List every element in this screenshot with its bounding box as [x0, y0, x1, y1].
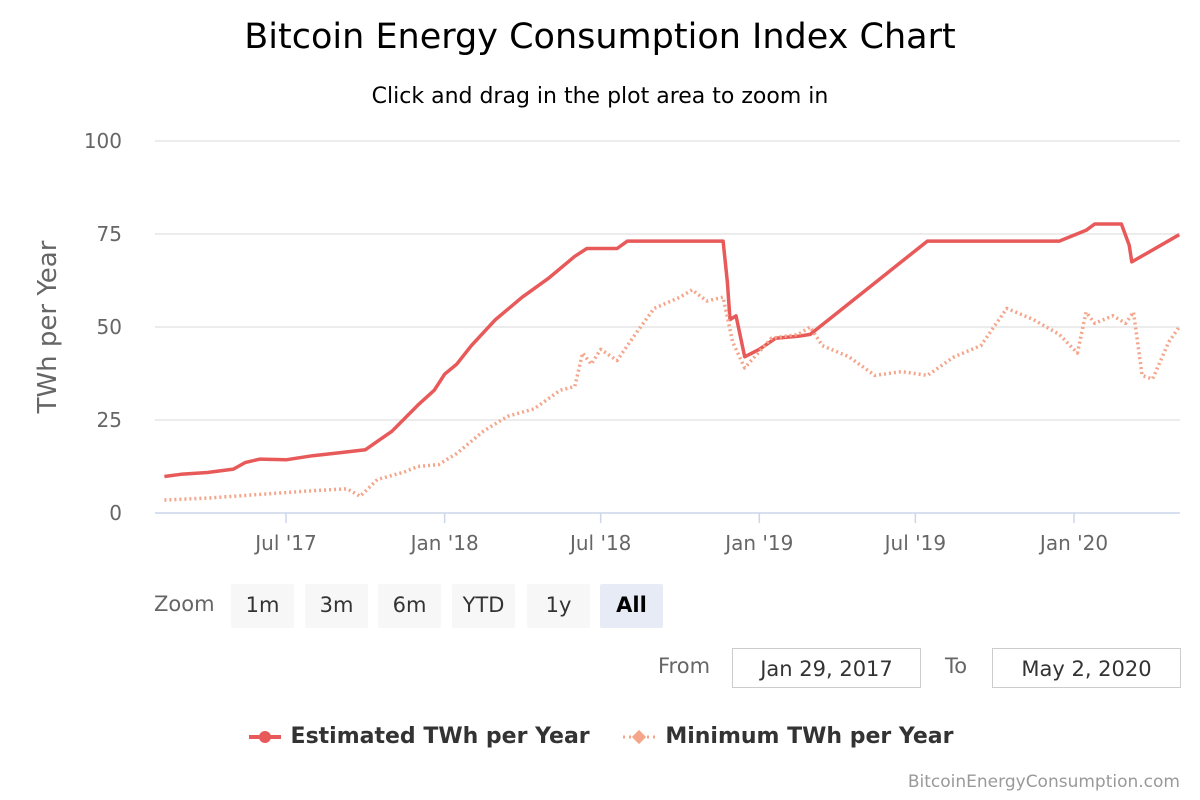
x-tick-label: Jul '19 [883, 531, 946, 555]
legend-symbol-estimated [248, 730, 281, 743]
zoom-button-3m[interactable]: 3m [305, 584, 368, 628]
x-tick-label: Jan '18 [409, 531, 479, 555]
from-label: From [658, 654, 711, 678]
legend-symbol-minimum [623, 729, 656, 744]
to-date-input[interactable]: May 2, 2020 [992, 648, 1181, 688]
y-tick-label: 25 [97, 408, 122, 432]
zoom-button-6m[interactable]: 6m [378, 584, 441, 628]
legend-label-estimated: Estimated TWh per Year [290, 724, 590, 749]
legend: Estimated TWh per Year Minimum TWh per Y… [0, 724, 1200, 751]
legend-item-minimum[interactable]: Minimum TWh per Year [621, 724, 953, 749]
x-axis-ticks: Jul '17 Jan '18 Jul '18 Jan '19 Jul '19 Jan '… [253, 513, 1108, 555]
y-tick-label: 0 [109, 501, 122, 525]
legend-label-minimum: Minimum TWh per Year [665, 724, 954, 749]
x-tick-label: Jul '17 [253, 531, 316, 555]
zoom-label: Zoom [154, 592, 215, 616]
chart-subtitle: Click and drag in the plot area to zoom … [372, 84, 829, 109]
zoom-button-1m[interactable]: 1m [231, 584, 294, 628]
y-axis-ticks: 0 25 50 75 100 [84, 129, 122, 525]
to-label: To [945, 654, 968, 678]
zoom-button-1y[interactable]: 1y [527, 584, 590, 628]
grid-lines [155, 140, 1180, 514]
x-tick-label: Jan '19 [723, 531, 793, 555]
legend-item-estimated[interactable]: Estimated TWh per Year [247, 724, 590, 749]
y-tick-label: 75 [97, 222, 122, 246]
x-tick-label: Jul '18 [568, 531, 631, 555]
y-axis-label: TWh per Year [33, 240, 63, 414]
from-date-input[interactable]: Jan 29, 2017 [732, 648, 921, 688]
x-tick-label: Jan '20 [1038, 531, 1108, 555]
y-tick-label: 50 [97, 315, 122, 339]
series-minimum-line[interactable] [164, 288, 1181, 502]
zoom-button-ytd[interactable]: YTD [452, 584, 515, 628]
credit-link[interactable]: BitcoinEnergyConsumption.com [907, 772, 1180, 792]
plot-area[interactable] [164, 222, 1181, 502]
zoom-button-all[interactable]: All [600, 584, 663, 628]
chart-title: Bitcoin Energy Consumption Index Chart [244, 17, 955, 57]
y-tick-label: 100 [84, 129, 122, 153]
series-estimated-line[interactable] [164, 222, 1181, 479]
